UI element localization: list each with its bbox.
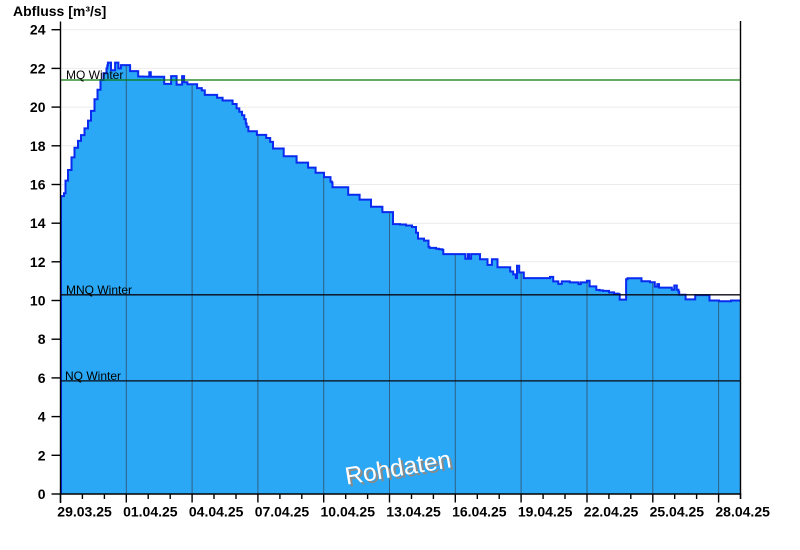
svg-text:19.04.25: 19.04.25 bbox=[518, 504, 573, 520]
svg-text:10.04.25: 10.04.25 bbox=[321, 504, 376, 520]
svg-text:24: 24 bbox=[30, 22, 46, 38]
svg-text:8: 8 bbox=[38, 331, 46, 347]
svg-text:MQ Winter: MQ Winter bbox=[66, 68, 123, 82]
svg-text:12: 12 bbox=[30, 254, 46, 270]
svg-text:16.04.25: 16.04.25 bbox=[452, 504, 507, 520]
svg-text:14: 14 bbox=[30, 215, 46, 231]
svg-text:2: 2 bbox=[38, 447, 46, 463]
svg-text:01.04.25: 01.04.25 bbox=[123, 504, 178, 520]
svg-text:25.04.25: 25.04.25 bbox=[650, 504, 705, 520]
svg-text:28.04.25: 28.04.25 bbox=[715, 504, 770, 520]
svg-text:NQ Winter: NQ Winter bbox=[65, 369, 121, 383]
svg-text:4: 4 bbox=[38, 409, 46, 425]
svg-text:0: 0 bbox=[38, 486, 46, 502]
svg-text:13.04.25: 13.04.25 bbox=[386, 504, 441, 520]
svg-text:Abfluss [m³/s]: Abfluss [m³/s] bbox=[13, 3, 106, 19]
svg-text:22: 22 bbox=[30, 60, 46, 76]
svg-text:10: 10 bbox=[30, 293, 46, 309]
svg-text:6: 6 bbox=[38, 370, 46, 386]
svg-text:16: 16 bbox=[30, 177, 46, 193]
svg-text:22.04.25: 22.04.25 bbox=[584, 504, 639, 520]
svg-text:18: 18 bbox=[30, 138, 46, 154]
svg-text:29.03.25: 29.03.25 bbox=[57, 504, 112, 520]
svg-text:20: 20 bbox=[30, 99, 46, 115]
svg-text:07.04.25: 07.04.25 bbox=[255, 504, 310, 520]
svg-text:04.04.25: 04.04.25 bbox=[189, 504, 244, 520]
svg-text:MNQ Winter: MNQ Winter bbox=[66, 283, 132, 297]
